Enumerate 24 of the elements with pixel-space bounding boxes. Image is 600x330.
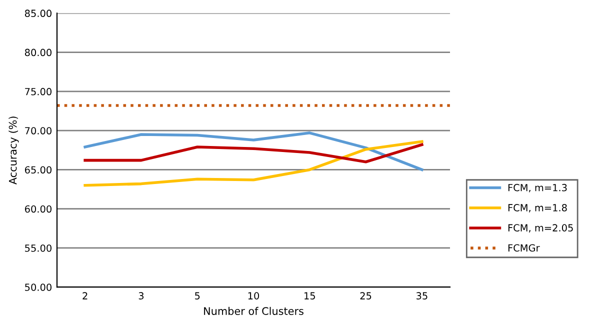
legend-label: FCMGr bbox=[508, 244, 540, 252]
line-series bbox=[84, 143, 424, 164]
y-axis-title: Accuracy (%) bbox=[8, 116, 19, 185]
x-tick-label: 35 bbox=[416, 292, 428, 300]
line-series bbox=[84, 132, 424, 172]
y-tick-label: 75.00 bbox=[25, 88, 52, 96]
x-axis-title: Number of Clusters bbox=[204, 306, 304, 315]
y-tick-label: 60.00 bbox=[24, 205, 52, 213]
x-tick-label: 10 bbox=[248, 292, 260, 300]
line-series bbox=[84, 140, 424, 187]
y-tick-label: 85.00 bbox=[24, 10, 52, 18]
x-tick-label: 25 bbox=[360, 292, 372, 300]
y-tick-label: 65.00 bbox=[24, 166, 52, 174]
y-tick-label: 70.00 bbox=[25, 127, 52, 134]
y-tick-label: 50.00 bbox=[25, 284, 52, 291]
legend-label: FCM, m=2.05 bbox=[508, 224, 573, 232]
legend-label: FCM, m=1.8 bbox=[508, 204, 567, 212]
x-tick-label: 15 bbox=[304, 292, 315, 300]
y-tick-label: 80.00 bbox=[24, 48, 52, 56]
x-tick-label: 5 bbox=[195, 292, 200, 300]
legend-label: FCM, m=1.3 bbox=[508, 184, 567, 192]
y-tick-label: 55.00 bbox=[25, 244, 52, 252]
x-tick-label: 3 bbox=[138, 292, 144, 300]
x-tick-label: 2 bbox=[82, 292, 88, 300]
